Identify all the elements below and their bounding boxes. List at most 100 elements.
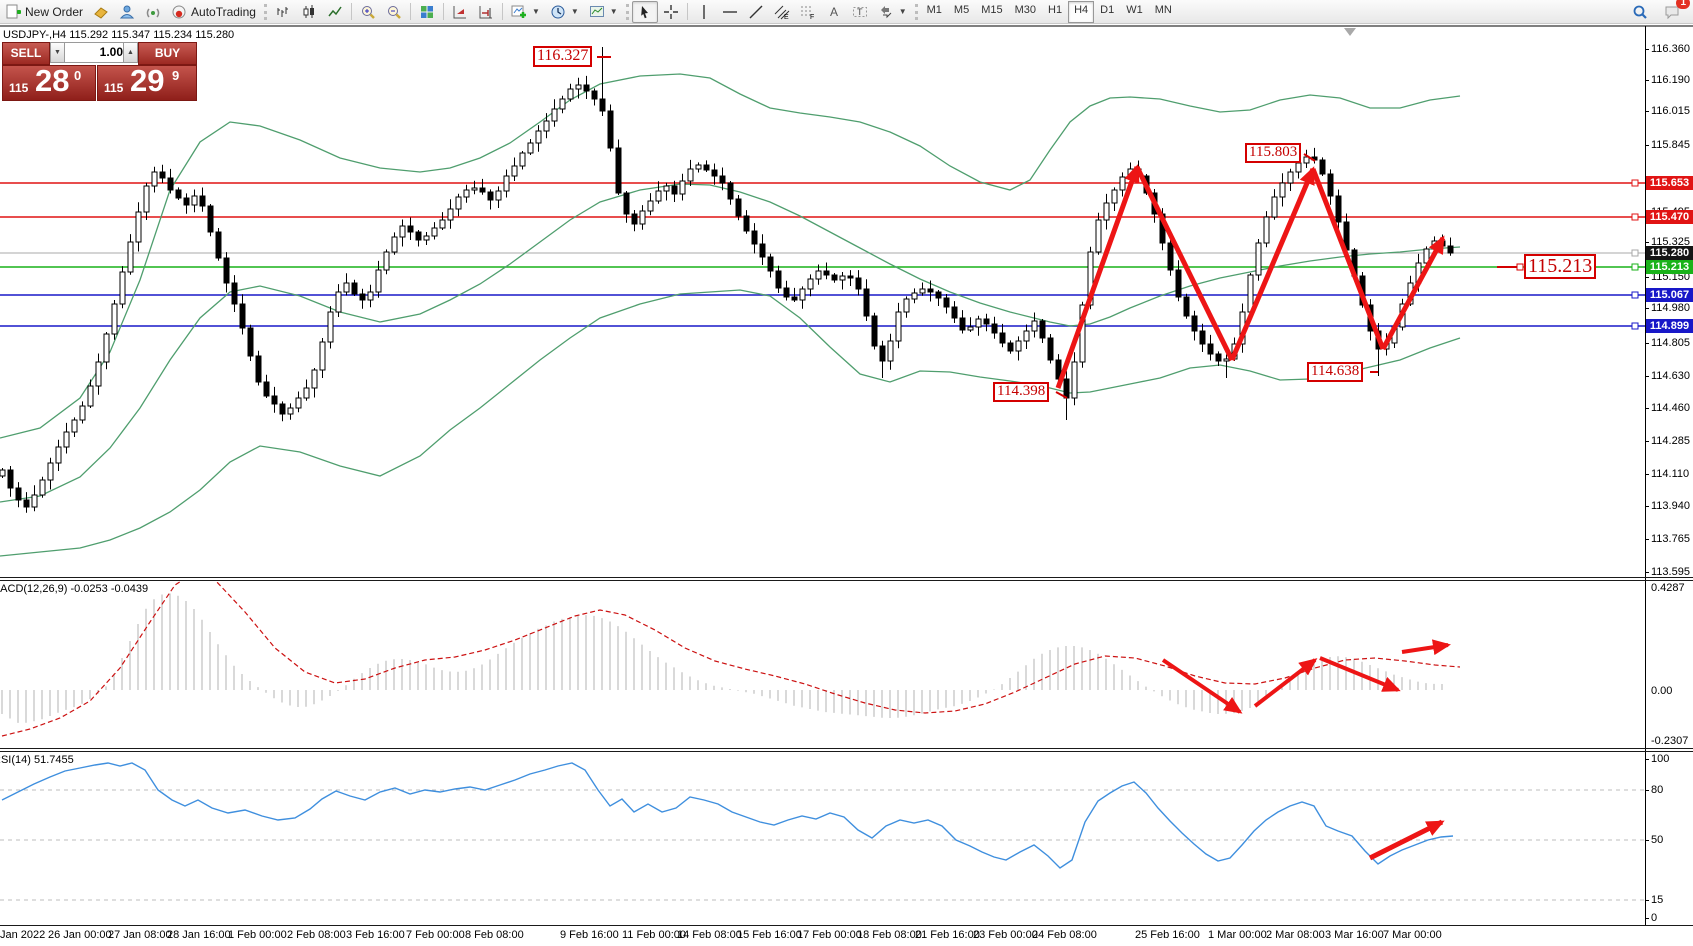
price-tick-label: 116.190: [1651, 74, 1690, 86]
channel-tool-button[interactable]: E: [769, 1, 795, 23]
new-chart-button[interactable]: ▼: [506, 1, 545, 23]
time-label: 21 Feb 16:00: [915, 929, 980, 941]
price-tick-label: 116.360: [1651, 43, 1690, 55]
price-tick-label: 113.940: [1651, 500, 1690, 512]
timeframe-button-w1[interactable]: W1: [1126, 3, 1143, 16]
tile-windows-button[interactable]: [414, 1, 440, 23]
time-label: 23 Feb 00:00: [973, 929, 1038, 941]
crosshair-tool-button[interactable]: [658, 1, 684, 23]
search-button[interactable]: [1627, 1, 1653, 23]
timeframe-button-h4[interactable]: H4: [1068, 0, 1095, 23]
text-tool-button[interactable]: A: [821, 1, 847, 23]
time-label: 2 Mar 08:00: [1266, 929, 1325, 941]
bid-price-figure: 115: [9, 81, 29, 95]
templates-button[interactable]: ▼: [584, 1, 623, 23]
sell-button[interactable]: SELL: [2, 42, 50, 65]
timeframe-button-m5[interactable]: M5: [953, 3, 970, 16]
ask-price-pips: 29: [130, 63, 165, 98]
zoom-in-icon: [360, 4, 376, 20]
dropdown-arrow-icon: ▼: [609, 7, 618, 16]
cursor-tool-button[interactable]: [631, 0, 658, 23]
line-chart-button[interactable]: [322, 1, 348, 23]
timeframe-button-h1[interactable]: H1: [1048, 3, 1063, 16]
community-button[interactable]: [88, 1, 114, 23]
toolbar-separator: [625, 3, 629, 20]
bar-chart-icon: [275, 4, 291, 20]
new-order-button[interactable]: New Order: [0, 1, 88, 23]
bid-price-panel[interactable]: 115 28 0: [2, 63, 96, 101]
dropdown-arrow-icon: ▼: [531, 7, 540, 16]
price-tag-115-470: 115.470: [1646, 210, 1693, 224]
price-tick-mark: [1645, 111, 1649, 112]
rsi-axis-label: 80: [1651, 784, 1664, 796]
toolbar-right-group: 1: [1627, 0, 1693, 23]
time-label: 2 Feb 08:00: [287, 929, 346, 941]
toolbar-separator: [350, 3, 352, 20]
price-tick-mark: [1645, 572, 1649, 573]
time-label: Jan 2022: [0, 929, 46, 941]
dropdown-arrow-icon: ▼: [570, 7, 579, 16]
toolbar-separator: [914, 3, 918, 20]
equidistant-channel-icon: E: [774, 4, 790, 20]
timeframe-button-m30[interactable]: M30: [1014, 3, 1037, 16]
autotrading-label: AutoTrading: [191, 4, 256, 19]
chart-annotation-115-213[interactable]: 115.213: [1524, 254, 1597, 279]
label-tool-button[interactable]: T: [847, 1, 873, 23]
bar-chart-button[interactable]: [270, 1, 296, 23]
volume-increase-button[interactable]: ▲: [123, 42, 138, 63]
price-tag-114-899: 114.899: [1646, 319, 1693, 333]
zoom-out-button[interactable]: [381, 1, 407, 23]
rsi-tick-mark: [1645, 759, 1649, 760]
price-tick-mark: [1645, 539, 1649, 540]
time-label: 17 Feb 00:00: [797, 929, 862, 941]
new-order-icon: [5, 4, 21, 20]
chart-annotation-116-327[interactable]: 116.327: [533, 46, 593, 67]
bid-price-pips: 28: [35, 63, 70, 98]
candlestick-button[interactable]: [296, 1, 322, 23]
timeframe-button-mn[interactable]: MN: [1154, 3, 1172, 16]
buy-button[interactable]: BUY: [138, 42, 197, 65]
time-label: 24 Feb 08:00: [1032, 929, 1097, 941]
chart-annotation-114-398[interactable]: 114.398: [993, 382, 1050, 402]
timeframe-button-d1[interactable]: D1: [1100, 3, 1115, 16]
fibonacci-tool-button[interactable]: F: [795, 1, 821, 23]
time-label: 28 Jan 16:00: [167, 929, 231, 941]
notifications-button[interactable]: 1: [1659, 0, 1690, 23]
time-label: 27 Jan 08:00: [108, 929, 172, 941]
price-tick-mark: [1645, 277, 1649, 278]
chart-end-button[interactable]: [473, 1, 499, 23]
price-tick-label: 114.980: [1651, 302, 1690, 314]
candlestick-icon: [301, 4, 317, 20]
time-label: 14 Feb 08:00: [677, 929, 742, 941]
person-icon: [119, 4, 135, 20]
chart-forward-button[interactable]: [447, 1, 473, 23]
hline-tool-button[interactable]: [717, 1, 743, 23]
chart-annotation-114-638[interactable]: 114.638: [1307, 362, 1364, 382]
chart-shift-marker[interactable]: [1344, 28, 1356, 36]
notification-badge: 1: [1676, 0, 1690, 9]
time-label: 1 Feb 00:00: [228, 929, 287, 941]
toolbar-separator: [409, 3, 411, 20]
price-tick-mark: [1645, 80, 1649, 81]
profile-button[interactable]: [114, 1, 140, 23]
signal-button[interactable]: [140, 1, 166, 23]
ask-price-panel[interactable]: 115 29 9: [97, 63, 197, 101]
signal-icon: [145, 4, 161, 20]
periods-button[interactable]: ▼: [545, 1, 584, 23]
chart-annotation-115-803[interactable]: 115.803: [1245, 143, 1302, 163]
price-tick-label: 115.325: [1651, 236, 1690, 248]
trendline-tool-button[interactable]: [743, 1, 769, 23]
toolbar-separator: [442, 3, 444, 20]
zoom-in-button[interactable]: [355, 1, 381, 23]
autotrading-button[interactable]: AutoTrading: [166, 1, 261, 23]
time-label: 9 Feb 16:00: [560, 929, 619, 941]
volume-decrease-button[interactable]: ▼: [50, 42, 65, 63]
timeframe-button-m15[interactable]: M15: [981, 3, 1003, 16]
shapes-tool-button[interactable]: ▼: [873, 1, 912, 23]
clock-icon: [550, 4, 566, 20]
timeframe-button-m1[interactable]: M1: [926, 3, 942, 16]
symbol-ohlc-label: USDJPY-,H4 115.292 115.347 115.234 115.2…: [3, 29, 235, 41]
volume-input[interactable]: 1.00: [64, 42, 128, 63]
vline-tool-button[interactable]: [691, 1, 717, 23]
